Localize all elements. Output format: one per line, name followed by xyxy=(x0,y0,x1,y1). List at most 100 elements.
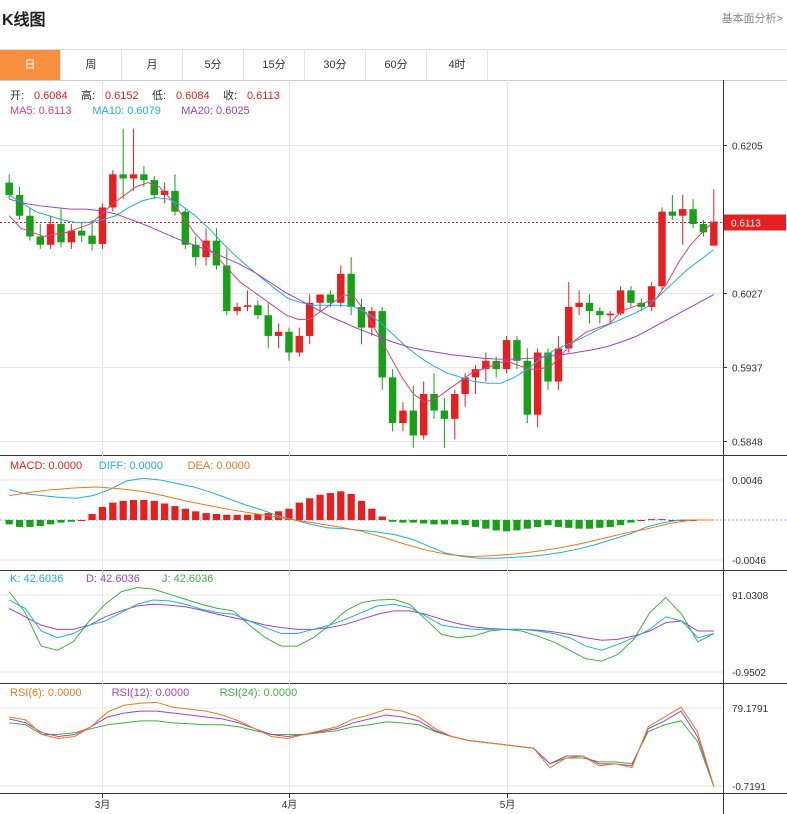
macd-bar xyxy=(440,520,449,525)
macd-bar xyxy=(212,513,221,520)
rsi-item: RSI(6): 0.0000 xyxy=(10,687,82,699)
macd-bar xyxy=(5,520,13,525)
macd-bar xyxy=(388,520,397,522)
macd-bar xyxy=(585,520,594,529)
period-tabs: 日周月 5分 15分 30分 60分 4时 xyxy=(0,49,787,81)
macd-tick-label: 0.0046 xyxy=(732,476,763,487)
macd-bar xyxy=(15,520,24,527)
candle-body xyxy=(471,369,480,378)
macd-bar xyxy=(513,520,521,531)
macd-bar xyxy=(492,520,500,531)
macd-bar xyxy=(627,520,635,523)
ohlc-value: 0.6084 xyxy=(34,90,68,102)
ma20-line xyxy=(9,198,715,360)
rsi-tick-label: -0.7191 xyxy=(732,782,766,793)
macd-diff-line xyxy=(9,477,714,559)
candle-body xyxy=(616,290,625,314)
tab-4[interactable]: 15分 xyxy=(244,50,305,80)
macd-bar xyxy=(109,502,117,520)
top-bar: K线图 基本面分析> xyxy=(0,0,787,38)
last-price-label: 0.6113 xyxy=(731,219,761,230)
macd-bar xyxy=(129,500,138,520)
macd-bar xyxy=(399,520,407,523)
macd-bar xyxy=(223,514,231,520)
candle-body xyxy=(627,290,635,303)
macd-bar xyxy=(544,520,552,526)
macd-bar xyxy=(606,520,614,527)
candle-body xyxy=(544,352,552,382)
candle-body xyxy=(191,244,200,258)
candle-body xyxy=(419,393,428,436)
x-tick-label: 3月 xyxy=(95,799,111,811)
candle-body xyxy=(109,174,117,208)
candle-body xyxy=(565,306,573,349)
candle-body xyxy=(264,315,272,336)
macd-bar xyxy=(430,520,438,525)
candle-body xyxy=(181,211,190,245)
macd-bar xyxy=(368,508,376,520)
macd-bar xyxy=(357,500,366,520)
candle-body xyxy=(326,294,335,303)
macd-bar xyxy=(316,494,324,520)
macd-bar xyxy=(140,500,148,520)
tab-5[interactable]: 30分 xyxy=(305,50,366,80)
macd-bar xyxy=(409,520,417,523)
kdj-item: D: 42.6036 xyxy=(86,573,140,585)
macd-bar xyxy=(47,520,55,525)
tab-1[interactable]: 周 xyxy=(61,50,122,80)
x-tick-label: 5月 xyxy=(500,799,516,811)
macd-bar xyxy=(420,520,428,524)
macd-bar xyxy=(554,520,563,527)
ma10-line xyxy=(8,194,715,384)
candle-body xyxy=(596,311,604,316)
candle-body xyxy=(212,240,221,266)
tab-7[interactable]: 4时 xyxy=(427,50,488,80)
candle-body xyxy=(46,224,55,245)
fundamental-analysis-link[interactable]: 基本面分析> xyxy=(721,13,783,25)
last-price-box xyxy=(724,214,786,231)
candle-body xyxy=(647,286,656,307)
candle-body xyxy=(554,348,563,382)
kdj-j-line xyxy=(8,586,715,662)
macd-bar xyxy=(637,520,645,521)
candle-body xyxy=(658,211,666,287)
kdj-item: K: 42.6036 xyxy=(10,573,63,585)
kdj-item: J: 42.6036 xyxy=(162,573,213,585)
tab-6[interactable]: 60分 xyxy=(366,50,427,80)
macd-bar xyxy=(461,520,469,526)
candle-body xyxy=(26,215,34,237)
macd-bar xyxy=(534,520,542,527)
rsi12-line xyxy=(9,710,715,787)
candle-body xyxy=(388,377,397,423)
candle-body xyxy=(140,174,148,181)
x-tick-label: 4月 xyxy=(282,799,298,811)
candle-body xyxy=(285,331,293,353)
ma5-line xyxy=(8,182,715,403)
tab-3[interactable]: 5分 xyxy=(183,50,244,80)
candle-body xyxy=(689,209,697,225)
tab-2[interactable]: 月 xyxy=(122,50,183,80)
candle-body xyxy=(243,305,252,307)
ohlc-key: 开: xyxy=(10,90,24,102)
candle-body xyxy=(461,377,469,394)
price-tick-label: 0.5848 xyxy=(732,438,763,449)
candle-body xyxy=(337,273,345,303)
macd-bar xyxy=(616,520,625,526)
rsi24-line xyxy=(9,720,715,787)
candle-body xyxy=(357,306,366,328)
candle-body xyxy=(171,190,179,212)
tab-0[interactable]: 日 xyxy=(0,50,61,80)
macd-bar xyxy=(67,520,75,522)
macd-bar xyxy=(181,508,189,520)
macd-bar xyxy=(160,503,169,520)
macd-bar xyxy=(648,519,656,521)
candle-body xyxy=(347,273,355,307)
macd-bar xyxy=(78,520,86,521)
candle-body xyxy=(15,195,24,216)
macd-item: DEA: 0.0000 xyxy=(188,460,250,472)
macd-bar xyxy=(171,506,179,520)
candle-body xyxy=(67,230,76,243)
macd-bar xyxy=(285,508,293,520)
macd-bar xyxy=(119,500,127,520)
macd-bar xyxy=(150,500,158,520)
